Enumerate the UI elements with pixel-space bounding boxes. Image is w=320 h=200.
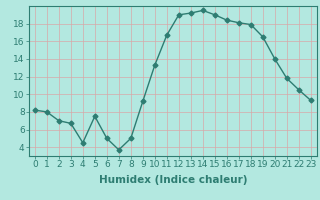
X-axis label: Humidex (Indice chaleur): Humidex (Indice chaleur) [99, 175, 247, 185]
